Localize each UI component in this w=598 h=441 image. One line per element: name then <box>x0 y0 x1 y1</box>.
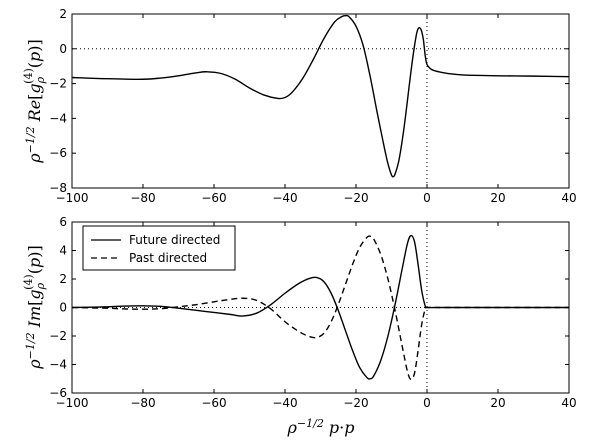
top-ytick-label: −4 <box>49 111 67 125</box>
bot-xtick-label: −60 <box>201 396 226 410</box>
top-panel: −100 −80 −60 −40 −20 0 20 40−8−6−4−202 ρ−1/2 Re… <box>22 7 577 205</box>
top-ticks: −100 −80 −60 −40 −20 0 20 40−8−6−4−202 <box>49 7 576 205</box>
bottom-ylabel: ρ−1/2 Im[gρ(4)(p)] <box>22 245 47 369</box>
top-ytick-label: 2 <box>59 7 67 21</box>
bot-series-past-directed <box>71 235 569 381</box>
top-reference-lines <box>72 14 569 188</box>
bot-ytick-label: 4 <box>59 244 67 258</box>
legend-label-future: Future directed <box>129 233 220 247</box>
top-ytick-label: −6 <box>49 146 67 160</box>
top-ytick-label: −8 <box>49 181 67 195</box>
bot-xtick-label: 40 <box>561 396 576 410</box>
bot-xtick-label: 0 <box>423 396 431 410</box>
top-plot-frame <box>71 13 570 189</box>
bot-xtick-label: −20 <box>343 396 368 410</box>
bot-xtick-label: −100 <box>56 396 89 410</box>
top-xtick-label: −40 <box>272 191 297 205</box>
bot-ytick-label: 6 <box>59 215 67 229</box>
bot-xtick-label: −40 <box>272 396 297 410</box>
top-ytick-label: 0 <box>59 42 67 56</box>
top-ytick-label: −2 <box>49 77 67 91</box>
top-xtick-label: 0 <box>423 191 431 205</box>
bot-ytick-label: 0 <box>59 301 67 315</box>
top-xtick-label: −60 <box>201 191 226 205</box>
bottom-series-group <box>71 234 569 381</box>
top-xtick-label: −20 <box>343 191 368 205</box>
top-xtick-label: 40 <box>561 191 576 205</box>
bot-xtick-label: 20 <box>490 396 505 410</box>
bottom-reference-lines <box>72 222 569 393</box>
top-xtick-label: 20 <box>490 191 505 205</box>
bot-series-future-directed <box>71 234 569 380</box>
top-series-group <box>71 14 570 178</box>
legend-label-past: Past directed <box>129 251 207 265</box>
bot-ytick-label: 2 <box>59 272 67 286</box>
bot-xtick-label: −80 <box>130 396 155 410</box>
bottom-xlabel: ρ−1/2 p·p <box>287 417 355 437</box>
top-xtick-label: −100 <box>56 191 89 205</box>
top-series-line-0 <box>71 14 570 178</box>
top-xtick-label: −80 <box>130 191 155 205</box>
bot-ytick-label: −2 <box>49 329 67 343</box>
top-ylabel: ρ−1/2 Re[gρ(4)(p)] <box>22 39 47 163</box>
bot-ytick-label: −6 <box>49 386 67 400</box>
legend: Future directed Past directed <box>82 225 236 271</box>
bot-ytick-label: −4 <box>49 358 67 372</box>
legend-box <box>82 225 236 271</box>
